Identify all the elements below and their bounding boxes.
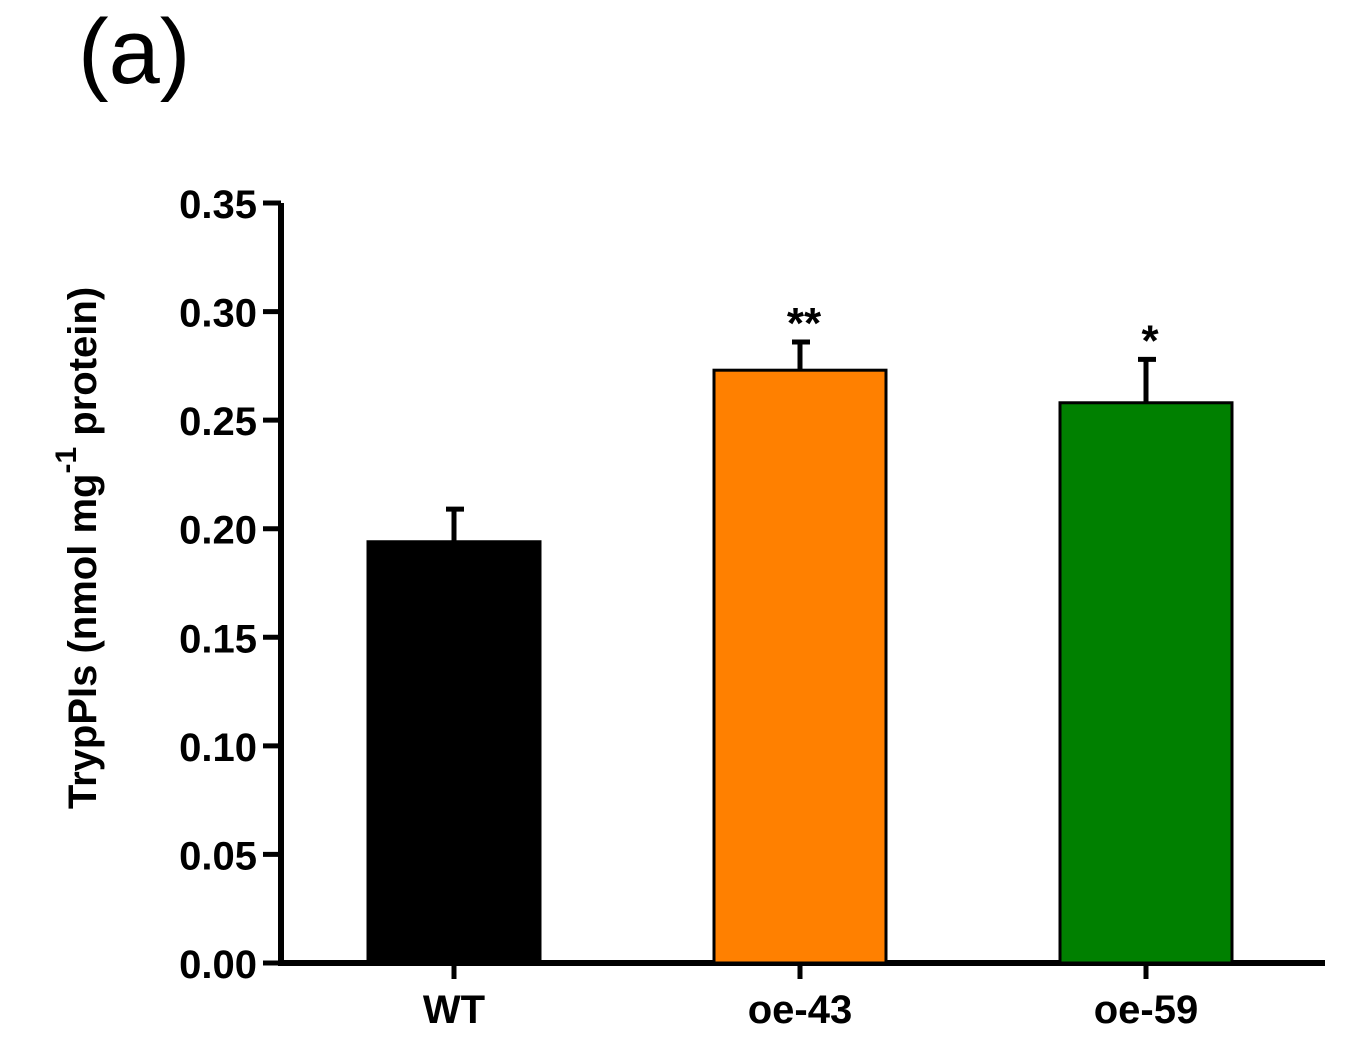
significance-marker-oe-59: * <box>1141 316 1159 365</box>
y-tick-label-3: 0.15 <box>179 617 257 661</box>
y-axis-label-superscript: -1 <box>50 447 83 474</box>
y-tick-label-6: 0.30 <box>179 292 257 336</box>
y-tick-label-1: 0.05 <box>179 834 257 878</box>
svg-text:TrypPIs (nmol mg-1 protein): TrypPIs (nmol mg-1 protein) <box>50 287 105 809</box>
y-tick-label-0: 0.00 <box>179 943 257 987</box>
y-tick-label-5: 0.25 <box>179 400 257 444</box>
y-tick-label-4: 0.20 <box>179 509 257 553</box>
bar-WT <box>366 540 542 965</box>
y-axis-label: TrypPIs (nmol mg-1 protein) <box>50 287 105 809</box>
significance-marker-oe-43: ** <box>787 299 822 348</box>
bar-oe-59 <box>1058 401 1234 965</box>
x-tick-label-WT: WT <box>423 988 485 1032</box>
chart-bars: ** * <box>366 299 1234 965</box>
bar-oe-43 <box>712 368 888 965</box>
y-axis-label-main: TrypPIs (nmol mg <box>61 474 105 810</box>
panel-label: (a) <box>78 1 191 103</box>
x-tick-label-oe-59: oe-59 <box>1094 988 1199 1032</box>
y-tick-label-2: 0.10 <box>179 726 257 770</box>
y-tick-label-7: 0.35 <box>179 183 257 227</box>
y-axis-label-tail: protein) <box>61 287 105 447</box>
x-tick-label-oe-43: oe-43 <box>748 988 853 1032</box>
